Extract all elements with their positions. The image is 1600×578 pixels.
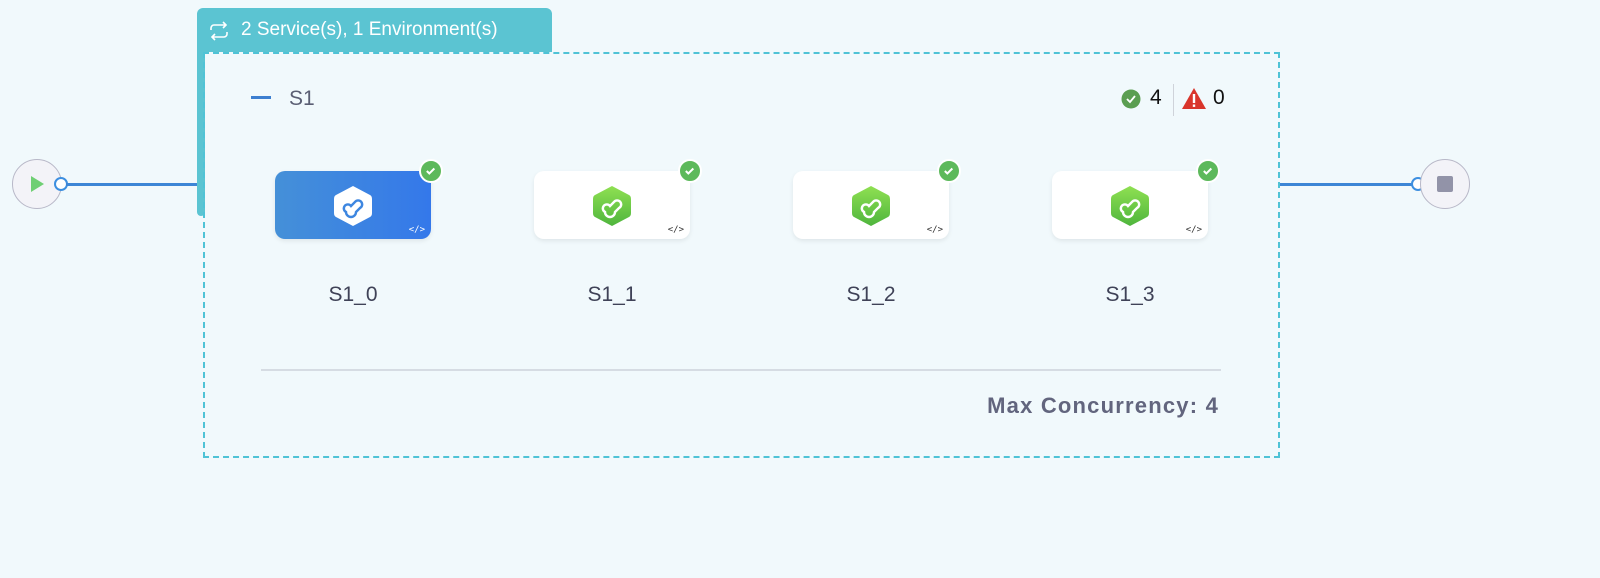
success-badge-icon bbox=[419, 159, 443, 183]
code-icon: </> bbox=[408, 225, 425, 235]
success-badge-icon bbox=[1196, 159, 1220, 183]
service-node[interactable]: </> bbox=[793, 159, 961, 239]
group-header-label: 2 Service(s), 1 Environment(s) bbox=[241, 19, 498, 40]
success-count: 4 bbox=[1150, 86, 1162, 109]
matrix-stage-container bbox=[203, 52, 1280, 458]
divider bbox=[261, 369, 1221, 371]
group-header-bar bbox=[197, 48, 205, 216]
edge-out bbox=[1280, 183, 1414, 186]
collapse-icon[interactable] bbox=[251, 96, 271, 99]
code-icon: </> bbox=[667, 225, 684, 235]
loop-icon bbox=[210, 21, 228, 41]
play-icon bbox=[31, 176, 44, 192]
pipeline-end-node[interactable] bbox=[1420, 159, 1470, 209]
service-node-label: S1_1 bbox=[587, 283, 637, 306]
warning-count: 0 bbox=[1213, 86, 1225, 109]
service-icon bbox=[593, 186, 631, 226]
success-badge-icon bbox=[678, 159, 702, 183]
success-badge-icon bbox=[937, 159, 961, 183]
service-icon bbox=[852, 186, 890, 226]
group-header-tab[interactable]: 2 Service(s), 1 Environment(s) bbox=[197, 8, 552, 52]
service-node[interactable]: </> bbox=[1052, 159, 1220, 239]
pipeline-start-node[interactable] bbox=[12, 159, 62, 209]
service-node[interactable]: </> bbox=[275, 159, 443, 239]
max-concurrency: Max Concurrency: 4 bbox=[987, 393, 1219, 418]
service-icon bbox=[1111, 186, 1149, 226]
stage-title: S1 bbox=[289, 87, 315, 110]
success-status-icon bbox=[1121, 89, 1141, 109]
code-icon: </> bbox=[926, 225, 943, 235]
status-separator bbox=[1173, 84, 1174, 116]
stop-icon bbox=[1437, 176, 1453, 192]
code-icon: </> bbox=[1185, 225, 1202, 235]
warning-icon bbox=[1182, 88, 1206, 109]
service-icon bbox=[334, 186, 372, 226]
service-node-label: S1_0 bbox=[328, 283, 378, 306]
service-node-label: S1_3 bbox=[1105, 283, 1155, 306]
service-node-label: S1_2 bbox=[846, 283, 896, 306]
service-node[interactable]: </> bbox=[534, 159, 702, 239]
edge-in bbox=[66, 183, 198, 186]
